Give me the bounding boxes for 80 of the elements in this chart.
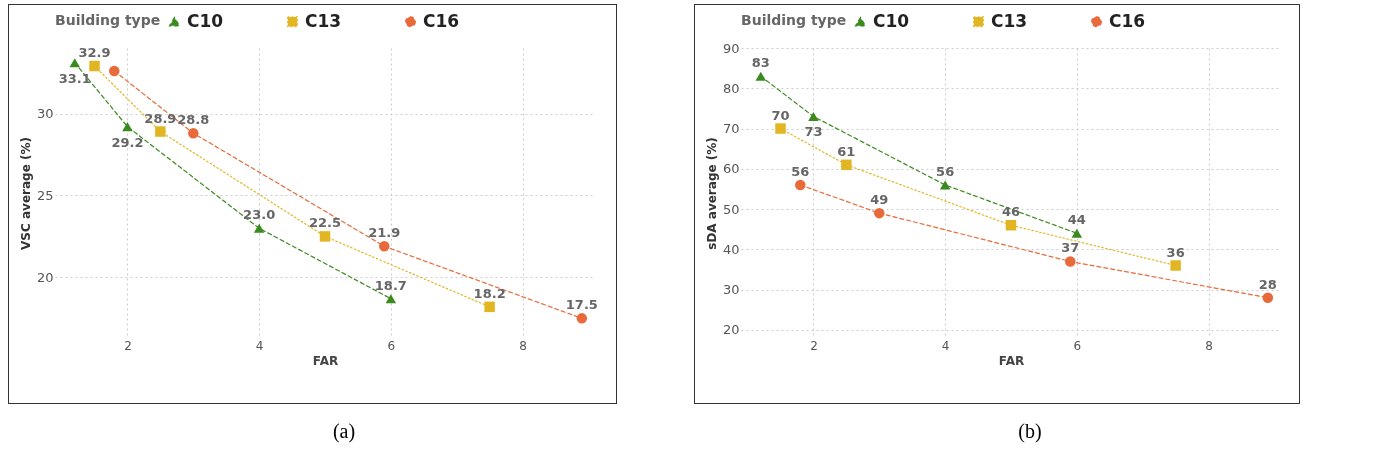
- y-tick-label: 70: [722, 121, 740, 137]
- point: [874, 207, 885, 219]
- point: [379, 241, 390, 252]
- y-tick-label: 80: [722, 80, 740, 96]
- y-tick-label: 20: [722, 322, 740, 338]
- point: [1065, 256, 1076, 267]
- point: [795, 179, 806, 191]
- point: [89, 60, 100, 72]
- x-tick-label: 6: [1073, 338, 1082, 353]
- legend-label: C13: [305, 10, 342, 31]
- data-label: 61: [837, 143, 856, 159]
- text: (a): [331, 420, 357, 443]
- y-tick-label: 25: [36, 187, 54, 203]
- point: [576, 313, 588, 324]
- point: [319, 231, 331, 242]
- legend-label: C16: [1109, 10, 1146, 31]
- legend-title: Building type: [55, 12, 161, 28]
- y-axis-title: sDA average (%): [704, 137, 719, 250]
- data-label: 22.5: [308, 215, 342, 231]
- data-label: 28.8: [177, 112, 210, 128]
- point: [385, 294, 397, 304]
- data-label: 56: [936, 163, 955, 179]
- point: [939, 180, 951, 190]
- point: [755, 71, 766, 81]
- x-tick-label: 8: [519, 338, 527, 353]
- legend-label: C16: [423, 10, 460, 31]
- legend-label: C13: [991, 10, 1028, 31]
- point: [1170, 260, 1181, 271]
- data-label: 18.7: [374, 277, 407, 293]
- point: [69, 58, 80, 68]
- legend-title: Building type: [741, 12, 847, 28]
- y-tick-label: 40: [722, 241, 740, 257]
- point: [484, 301, 495, 313]
- y-tick-label: 90: [722, 40, 740, 56]
- data-label: 21.9: [368, 225, 401, 241]
- point: [775, 123, 786, 134]
- point: [188, 127, 199, 139]
- x-tick-label: 4: [255, 338, 264, 353]
- data-label: 46: [1001, 204, 1021, 220]
- x-axis-title: FAR: [998, 353, 1025, 368]
- data-label: 70: [771, 107, 790, 123]
- point: [1262, 292, 1274, 303]
- x-tick-label: 2: [124, 338, 132, 353]
- data-label: 36: [1166, 244, 1185, 260]
- point: [253, 223, 265, 233]
- data-label: 73: [804, 124, 823, 140]
- point: [841, 159, 852, 171]
- data-label: 33.1: [58, 70, 91, 86]
- y-tick-label: 30: [722, 282, 740, 298]
- legend-label: C10: [187, 10, 224, 31]
- point: [109, 65, 120, 77]
- point: [1071, 228, 1083, 238]
- data-label: 28.9: [144, 110, 177, 126]
- data-label: 32.9: [78, 45, 111, 61]
- data-label: 49: [870, 192, 889, 208]
- data-label: 44: [1067, 212, 1086, 228]
- data-label: 56: [791, 163, 810, 179]
- x-tick-label: 6: [387, 338, 396, 353]
- y-tick-label: 60: [722, 161, 740, 177]
- data-label: 37: [1061, 240, 1080, 256]
- data-label: 83: [751, 55, 770, 71]
- data-label: 17.5: [565, 297, 598, 313]
- x-tick-label: 8: [1205, 338, 1213, 353]
- data-label: 23.0: [243, 207, 276, 223]
- data-label: 28: [1258, 276, 1277, 292]
- x-tick-label: 4: [941, 338, 950, 353]
- y-tick-label: 30: [36, 106, 54, 122]
- point: [122, 122, 133, 132]
- text: (b): [1017, 420, 1043, 443]
- y-tick-label: 50: [722, 201, 740, 217]
- data-label: 18.2: [473, 285, 506, 301]
- x-axis-title: FAR: [312, 353, 339, 368]
- y-tick-label: 20: [36, 269, 54, 285]
- legend-label: C10: [873, 10, 910, 31]
- point: [1005, 219, 1017, 231]
- point: [808, 111, 819, 122]
- point: [155, 126, 166, 137]
- data-label: 29.2: [111, 134, 144, 150]
- x-tick-label: 2: [810, 338, 818, 353]
- y-axis-title: VSC average (%): [18, 137, 33, 250]
